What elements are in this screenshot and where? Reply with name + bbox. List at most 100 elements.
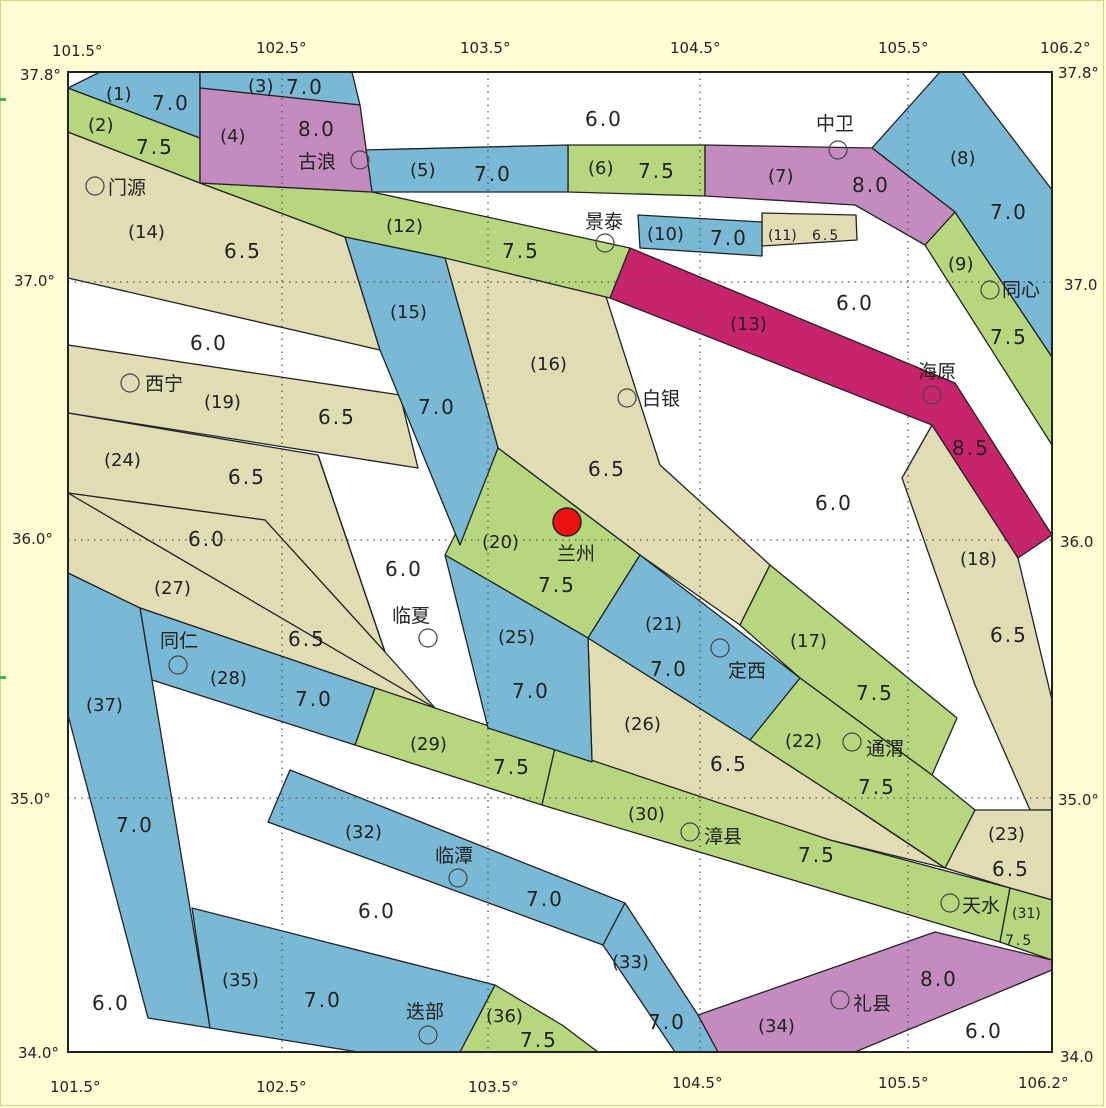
edge-tick [0,676,6,679]
lon-label-top: 105.5° [878,39,928,57]
lon-label-bottom: 106.2° [1018,1074,1068,1092]
zone-value: 6.5 [228,465,266,489]
zone-id: (30) [628,804,665,825]
zone-id: (32) [345,822,382,843]
zone-value: 7.0 [512,679,550,703]
city-marker [85,176,105,196]
zone-value: 7.0 [152,91,190,115]
city-label-baiyin: 白银 [642,388,680,410]
lanzhou-marker [552,507,582,537]
zone-id: (35) [222,970,259,991]
city-label-menyuan: 门源 [108,177,146,199]
zone-value: 7.5 [856,681,894,705]
zone-value: 6.5 [288,627,326,651]
city-label-zhongwei: 中卫 [816,113,854,135]
zone-id: (21) [645,614,682,635]
lon-label-top: 101.5° [52,42,102,60]
city-label-linxia: 临夏 [392,605,430,627]
zone-value: 7.5 [136,135,174,159]
zone-id: (25) [498,627,535,648]
zone-15 [344,236,499,546]
city-label-lixian: 礼县 [853,993,891,1015]
lat-label-left: 37.8° [20,66,61,84]
lon-label-top: 103.5° [460,39,510,57]
background-value: 6.0 [190,331,228,355]
zone-value: 7.0 [116,813,154,837]
zone-id: (1) [106,84,132,105]
lon-label-top: 102.5° [256,39,306,57]
city-label-gulang: 古浪 [298,151,336,173]
zone-id: (28) [210,668,247,689]
zone-value: 7.5 [638,159,676,183]
zone-value: 7.0 [648,1010,686,1034]
city-marker [418,628,438,648]
zone-id: (20) [482,532,519,553]
background-value: 6.0 [815,491,853,515]
background-value: 6.0 [92,991,130,1015]
zone-id: (7) [768,166,794,187]
zone-id: (19) [204,392,241,413]
city-label-lanzhou: 兰州 [557,543,595,565]
zone-value: 7.5 [1005,933,1033,949]
city-marker [617,388,637,408]
zone-value: 7.5 [493,755,531,779]
lat-label-right: 35.0° [1058,791,1099,809]
city-label-tongwei: 通渭 [866,738,904,760]
city-marker [680,822,700,842]
city-label-xining: 西宁 [145,373,183,395]
zone-value: 7.0 [286,75,324,99]
zone-id: (22) [785,731,822,752]
city-marker [828,140,848,160]
zone-id: (12) [386,216,423,237]
zone-id: (37) [86,695,123,716]
zone-value: 6.5 [990,623,1028,647]
city-marker [710,638,730,658]
zone-id: (36) [486,1006,523,1027]
zone-25 [444,554,593,763]
zone-value: 8.0 [920,967,958,991]
zone-id: (14) [128,222,165,243]
zone-value: 7.0 [650,657,688,681]
zone-id: (18) [960,549,997,570]
zone-id: (9) [948,254,974,275]
graticule [68,72,1052,1052]
city-marker [595,233,615,253]
city-label-tongxin: 同心 [1002,279,1040,301]
zone-value: 8.0 [852,173,890,197]
city-marker [418,1025,438,1045]
city-marker [980,280,1000,300]
background-value: 6.0 [585,107,623,131]
map-border [67,71,1053,1053]
city-marker [168,655,188,675]
city-label-tianshui: 天水 [962,895,1000,917]
city-marker [830,990,850,1010]
zone-21 [587,554,801,741]
zone-value: 7.5 [798,843,836,867]
zone-value: 6.5 [224,239,262,263]
city-label-zhangxian: 漳县 [704,826,742,848]
city-label-jingtai: 景泰 [585,211,623,233]
zone-value: 7.5 [520,1028,558,1052]
lat-label-right: 37.0 [1064,276,1097,294]
lon-label-bottom: 105.5° [878,1074,928,1092]
city-marker [350,150,370,170]
zone-13 [609,247,1053,559]
zone-value: 8.5 [952,436,990,460]
lon-label-bottom: 102.5° [256,1078,306,1096]
lon-label-bottom: 101.5° [50,1078,100,1096]
background-value: 6.0 [188,527,226,551]
lat-label-left: 37.0° [14,272,55,290]
zone-value: 7.5 [538,573,576,597]
zone-5 [361,144,569,193]
zone-value: 6.5 [992,857,1030,881]
zone-value: 6.5 [710,752,748,776]
city-label-haiyuan: 海原 [918,361,956,383]
lon-label-top: 106.2° [1040,39,1090,57]
zone-value: 8.0 [298,117,336,141]
zone-value: 7.0 [474,162,512,186]
zone-id: (34) [758,1016,795,1037]
zone-id: (11) [768,228,797,244]
zone-id: (5) [410,160,436,181]
city-label-diebu: 迭部 [406,1001,444,1023]
